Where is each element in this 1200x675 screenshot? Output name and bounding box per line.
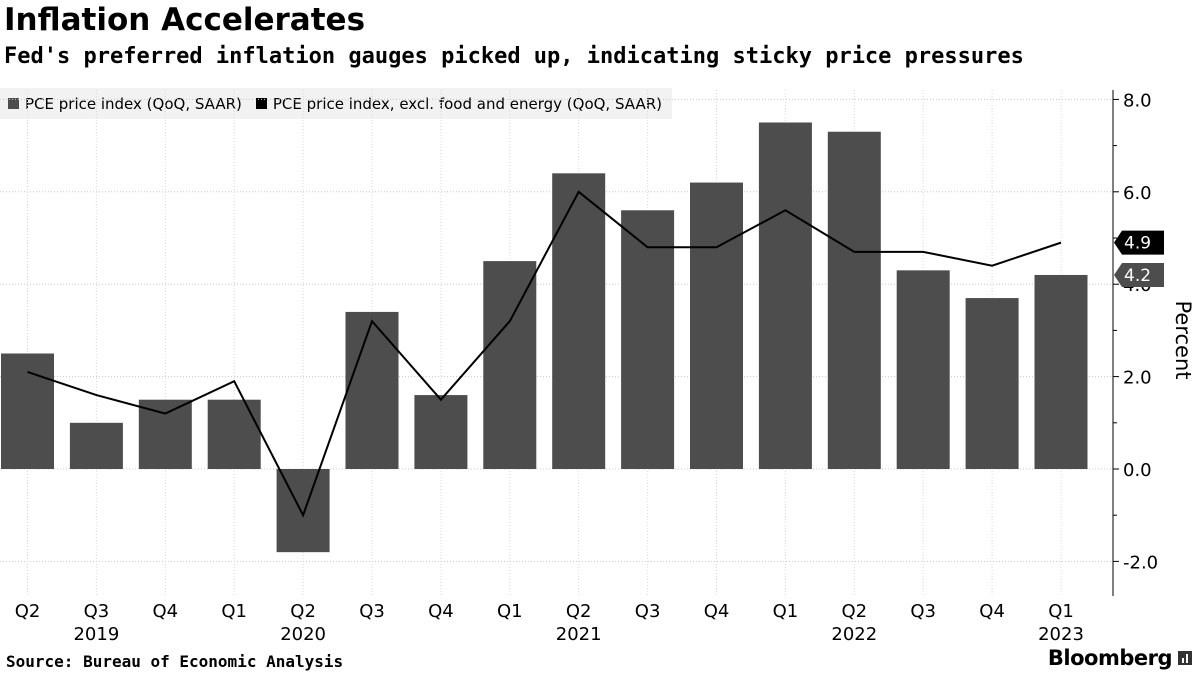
x-tick-label: Q3 bbox=[359, 601, 385, 622]
bar bbox=[138, 399, 192, 469]
y-tick-label: -2.0 bbox=[1123, 552, 1158, 573]
bar bbox=[896, 270, 950, 469]
bar bbox=[1034, 274, 1088, 469]
bar bbox=[621, 210, 675, 469]
x-tick-label: Q3 bbox=[910, 601, 936, 622]
last-value-flag: 4.9 bbox=[1114, 230, 1164, 255]
bar bbox=[414, 395, 468, 469]
x-year-label: 2020 bbox=[280, 624, 326, 645]
bar bbox=[276, 469, 330, 553]
brand-logo: Bloomberg bbox=[1048, 646, 1192, 670]
bar bbox=[69, 422, 123, 469]
x-tick-label: Q3 bbox=[84, 601, 110, 622]
x-tick-label: Q1 bbox=[221, 601, 247, 622]
x-tick-label: Q4 bbox=[704, 601, 730, 622]
y-tick-label: 8.0 bbox=[1123, 90, 1152, 111]
chart-title: Inflation Accelerates bbox=[4, 2, 366, 38]
bar bbox=[483, 261, 537, 469]
x-tick-label: Q2 bbox=[841, 601, 867, 622]
legend-swatch-pce bbox=[8, 98, 19, 109]
x-year-label: 2022 bbox=[831, 624, 877, 645]
y-tick-label: 0.0 bbox=[1123, 460, 1152, 481]
bar bbox=[345, 311, 399, 469]
last-value-flag: 4.2 bbox=[1114, 262, 1164, 287]
bar bbox=[552, 173, 606, 469]
x-tick-label: Q1 bbox=[497, 601, 523, 622]
x-tick-label: Q1 bbox=[773, 601, 799, 622]
bloomberg-chart-icon bbox=[1178, 651, 1192, 665]
flag-value-label: 4.9 bbox=[1124, 234, 1151, 254]
flag-shape bbox=[1114, 262, 1164, 287]
x-tick-label: Q1 bbox=[1048, 601, 1074, 622]
x-tick-label: Q2 bbox=[290, 601, 316, 622]
x-tick-label: Q4 bbox=[152, 601, 178, 622]
legend: PCE price index (QoQ, SAAR) PCE price in… bbox=[0, 88, 672, 119]
x-tick-label: Q3 bbox=[635, 601, 661, 622]
legend-item-pce: PCE price index (QoQ, SAAR) bbox=[8, 95, 242, 113]
x-tick-label: Q4 bbox=[979, 601, 1005, 622]
x-year-label: 2019 bbox=[73, 624, 119, 645]
bar bbox=[758, 122, 812, 469]
bar bbox=[827, 131, 881, 470]
x-tick-label: Q2 bbox=[15, 601, 41, 622]
bar bbox=[690, 182, 743, 469]
legend-label-pce: PCE price index (QoQ, SAAR) bbox=[25, 94, 242, 113]
x-year-label: 2023 bbox=[1038, 624, 1084, 645]
x-tick-label: Q4 bbox=[428, 601, 454, 622]
bar bbox=[965, 298, 1019, 469]
legend-swatch-core-pce bbox=[255, 98, 267, 109]
flag-value-label: 4.2 bbox=[1124, 266, 1151, 286]
x-tick-label: Q2 bbox=[566, 601, 592, 622]
x-year-label: 2021 bbox=[556, 624, 602, 645]
y-axis-title: Percent bbox=[1171, 300, 1195, 379]
y-tick-label: 2.0 bbox=[1123, 368, 1152, 389]
chart-subtitle: Fed's preferred inflation gauges picked … bbox=[4, 44, 1024, 69]
flag-shape bbox=[1114, 230, 1164, 255]
bar bbox=[207, 399, 261, 469]
series-line-core-pce bbox=[27, 190, 1062, 518]
source-note: Source: Bureau of Economic Analysis bbox=[6, 652, 344, 671]
brand-name: Bloomberg bbox=[1047, 646, 1173, 670]
y-tick-label: 6.0 bbox=[1123, 183, 1152, 204]
bar bbox=[1, 353, 54, 469]
